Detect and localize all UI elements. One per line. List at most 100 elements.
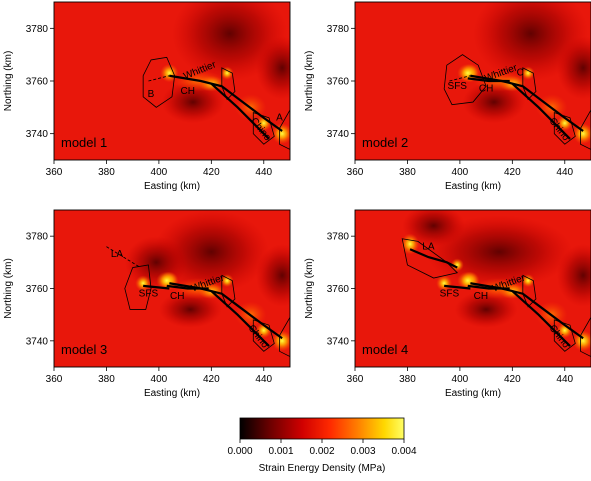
fault-trace: [467, 77, 510, 83]
energy-contour: [221, 67, 236, 101]
high-energy-spot: [521, 274, 535, 288]
colorbar-ticks: 0.000 0.001 0.002 0.003 0.004: [227, 439, 417, 457]
colorbar-tick-label: 0.004: [391, 446, 416, 457]
y-tick-label: 3760: [327, 284, 350, 295]
high-energy-spot: [556, 115, 573, 132]
fault-label: CH: [474, 291, 488, 302]
fault-label: CH: [181, 86, 195, 97]
fault-label: LA: [422, 241, 435, 252]
x-tick-label: 420: [203, 167, 220, 178]
energy-contour: [443, 54, 487, 106]
y-tick-label: 3760: [26, 284, 49, 295]
x-tick-label: 380: [399, 374, 416, 385]
fault-label: A: [276, 113, 283, 124]
y-tick-label: 3760: [26, 77, 49, 88]
energy-contour: [553, 319, 576, 352]
energy-contour: [580, 316, 591, 357]
x-tick-label: 360: [347, 374, 364, 385]
fault-label: SFS: [448, 81, 468, 92]
x-tick-label: 420: [504, 374, 521, 385]
inferred-fault-trace: [449, 75, 471, 82]
energy-contour: [580, 109, 591, 150]
high-energy-spot: [457, 271, 479, 290]
x-axis-label: Easting (km): [445, 388, 501, 399]
high-energy-spot: [271, 123, 290, 145]
x-tick-label: 440: [556, 374, 573, 385]
high-energy-spot: [521, 66, 535, 80]
x-tick-label: 420: [203, 374, 220, 385]
energy-contour: [522, 274, 537, 308]
colorbar-tick-label: 0.003: [350, 446, 375, 457]
high-energy-spot: [220, 274, 234, 288]
y-tick-label: 3780: [327, 232, 350, 243]
low-energy-lobe: [556, 244, 591, 307]
x-tick-label: 400: [452, 167, 469, 178]
y-tick-label: 3780: [26, 232, 49, 243]
colorbar-tick-label: 0.000: [227, 446, 252, 457]
energy-contour: [221, 274, 236, 308]
x-tick-label: 380: [399, 167, 416, 178]
colorbar: 0.000 0.001 0.002 0.003 0.004 Strain Energy …: [227, 417, 417, 474]
fault-label: B: [148, 89, 155, 100]
y-axis-label: Northing (km): [304, 258, 315, 319]
x-tick-label: 400: [151, 374, 168, 385]
high-energy-spot: [255, 322, 272, 339]
fault-trace: [169, 74, 283, 132]
inferred-fault-trace: [148, 75, 170, 82]
x-tick-label: 400: [452, 374, 469, 385]
fault-trace: [511, 290, 571, 347]
y-tick-label: 3740: [26, 336, 49, 347]
colorbar-tick-label: 0.001: [268, 446, 293, 457]
fault-trace: [210, 82, 270, 140]
fault-trace: [444, 284, 471, 290]
fault-label: SFS: [139, 288, 159, 299]
low-energy-lobe: [255, 244, 290, 307]
x-tick-label: 360: [347, 167, 364, 178]
high-energy-spot: [450, 258, 464, 272]
y-tick-label: 3740: [26, 129, 49, 140]
fault-trace: [210, 290, 270, 347]
heatmap-field: [355, 2, 591, 160]
fault-label: C: [517, 68, 524, 79]
energy-contour: [142, 56, 176, 108]
heatmap-field: [54, 2, 290, 160]
low-energy-lobe: [454, 291, 518, 328]
energy-contour: [553, 112, 576, 145]
model-label: model 2: [362, 135, 408, 150]
model-label: model 3: [61, 342, 107, 357]
low-energy-lobe: [158, 291, 222, 328]
x-axis-label: Easting (km): [144, 181, 200, 192]
energy-contour: [252, 319, 275, 352]
energy-contour: [279, 316, 290, 357]
high-energy-spot: [556, 322, 573, 339]
high-energy-spot: [156, 271, 178, 290]
y-axis-label: Northing (km): [3, 51, 14, 112]
fault-trace: [166, 284, 209, 290]
low-energy-lobe: [402, 210, 466, 247]
high-energy-spot: [400, 233, 420, 255]
low-energy-lobe: [255, 36, 290, 100]
x-axis-label: Easting (km): [445, 181, 501, 192]
high-energy-spot: [220, 66, 234, 80]
y-tick-label: 3740: [327, 129, 350, 140]
x-axis-label: Easting (km): [144, 388, 200, 399]
low-energy-lobe: [161, 81, 225, 124]
low-energy-lobe: [462, 81, 526, 124]
y-tick-label: 3780: [327, 24, 350, 35]
high-energy-spot: [255, 115, 272, 132]
energy-contour: [124, 264, 152, 310]
x-tick-label: 380: [98, 374, 115, 385]
y-tick-label: 3780: [26, 24, 49, 35]
energy-contour: [279, 109, 290, 150]
fault-trace: [511, 82, 571, 140]
energy-contour: [401, 238, 459, 279]
x-tick-label: 360: [46, 167, 63, 178]
x-tick-label: 440: [255, 167, 272, 178]
fault-trace: [409, 248, 458, 269]
y-tick-label: 3760: [327, 77, 350, 88]
